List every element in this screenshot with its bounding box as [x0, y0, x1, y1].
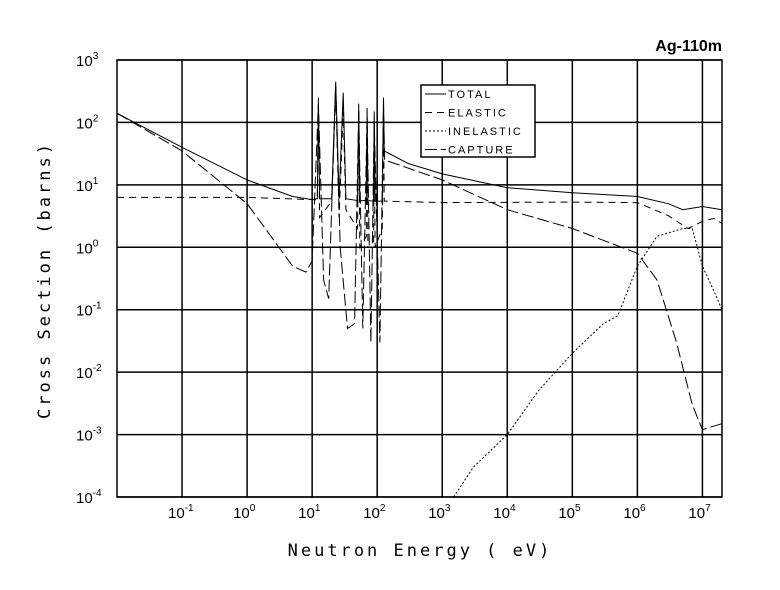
- x-tick-label: 105: [558, 503, 581, 522]
- y-tick-label: 100: [76, 238, 99, 257]
- x-tick-label: 103: [428, 503, 451, 522]
- series-line-inelastic: [453, 228, 722, 497]
- y-tick-label: 10-4: [76, 488, 102, 507]
- y-tick-label: 102: [76, 113, 99, 132]
- x-tick-label: 107: [688, 503, 711, 522]
- chart-title: Ag-110m: [655, 38, 722, 55]
- y-tick-label: 101: [76, 176, 99, 195]
- x-tick-label: 101: [298, 503, 321, 522]
- series-line-capture: [117, 84, 722, 431]
- x-tick-label: 100: [233, 503, 256, 522]
- y-axis-label: Cross Section (barns): [35, 141, 55, 419]
- x-tick-label: 10-1: [168, 503, 194, 522]
- x-axis-label: Neutron Energy ( eV): [288, 541, 553, 561]
- x-tick-label: 102: [363, 503, 386, 522]
- series-line-elastic: [117, 92, 722, 250]
- legend-entry: INELASTIC: [448, 126, 523, 138]
- legend: TOTAL ELASTIC INELASTIC CAPTURE: [420, 84, 536, 158]
- legend-entry: ELASTIC: [448, 108, 508, 120]
- legend-entry: TOTAL: [448, 89, 492, 101]
- y-tick-label: 103: [76, 51, 99, 70]
- legend-box: [420, 84, 536, 158]
- y-tick-label: 10-3: [76, 426, 102, 445]
- y-tick-label: 10-2: [76, 363, 102, 382]
- x-tick-label: 106: [623, 503, 646, 522]
- series-line-total: [117, 81, 722, 211]
- legend-entry: CAPTURE: [448, 145, 515, 157]
- x-tick-label: 104: [493, 503, 516, 522]
- y-tick-label: 10-1: [76, 301, 102, 320]
- plot-frame: [116, 59, 723, 498]
